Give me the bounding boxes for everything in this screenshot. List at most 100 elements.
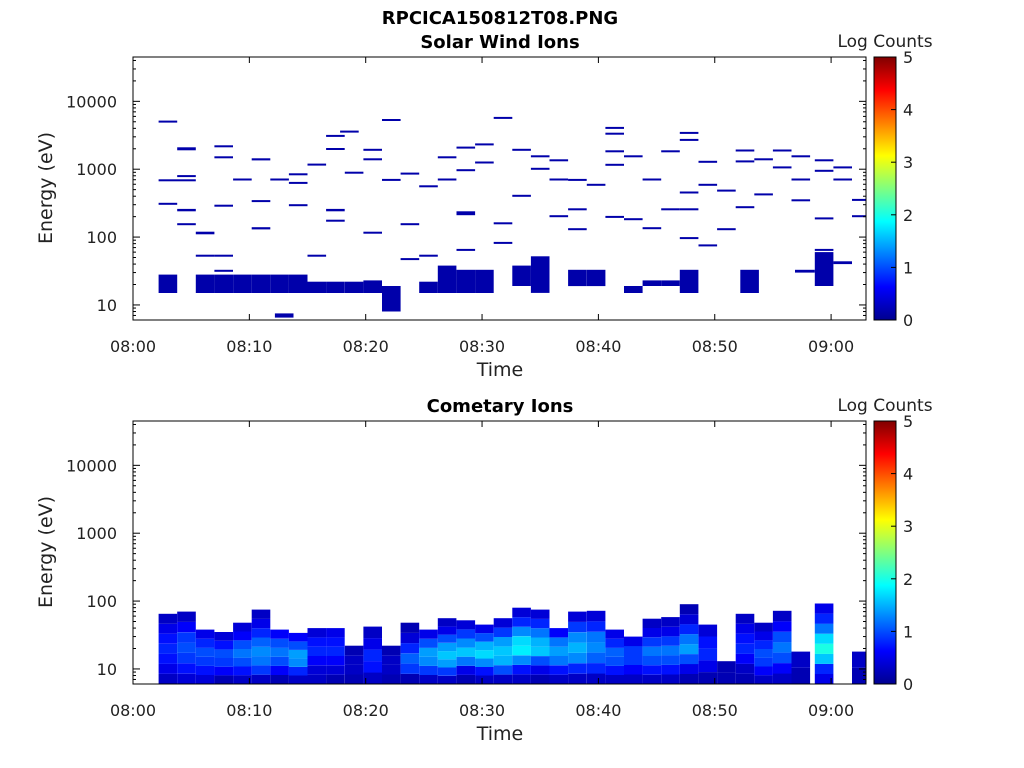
heatmap-cell xyxy=(852,198,866,201)
heatmap-cell xyxy=(493,627,513,637)
heatmap-cell xyxy=(642,637,662,647)
heatmap-cell xyxy=(158,202,178,205)
heatmap-cell xyxy=(814,603,834,614)
heatmap-cell xyxy=(363,231,382,234)
heatmap-cell xyxy=(814,248,834,251)
y-tick-label: 100 xyxy=(86,228,117,247)
heatmap-cell xyxy=(512,645,531,656)
heatmap-cell xyxy=(791,199,811,202)
heatmap-cell xyxy=(530,155,550,158)
heatmap-cell xyxy=(344,171,364,174)
heatmap-cell xyxy=(270,178,289,181)
colorbar-ticks: 0 1 2 3 4 5 xyxy=(891,48,913,330)
heatmap-cell xyxy=(233,622,252,632)
heatmap-cell xyxy=(307,163,327,166)
x-tick-label: 08:50 xyxy=(692,337,738,356)
heatmap-cell xyxy=(586,269,606,287)
x-tick-label: 09:00 xyxy=(808,701,854,720)
heatmap-cell xyxy=(195,274,215,293)
heatmap-cell xyxy=(214,640,233,650)
heatmap-cell xyxy=(251,674,271,684)
heatmap-cell xyxy=(177,223,196,226)
heatmap-cell xyxy=(568,632,587,643)
heatmap-cell xyxy=(158,633,178,644)
heatmap-cell xyxy=(661,645,680,656)
heatmap-cell xyxy=(475,658,494,667)
heatmap-cell xyxy=(382,645,401,656)
heatmap-cell xyxy=(549,637,569,647)
heatmap-cell xyxy=(233,649,252,658)
heatmap-cell xyxy=(177,208,196,212)
axes: 08:00 08:10 08:20 08:30 08:40 08:50 09:00 10 100… xyxy=(66,421,866,720)
heatmap-cell xyxy=(437,265,457,293)
heatmap-cell xyxy=(233,640,252,649)
heatmap-cell xyxy=(679,191,699,194)
heatmap-cell xyxy=(382,119,401,121)
heatmap-cell xyxy=(307,628,327,638)
heatmap-cell xyxy=(852,667,866,684)
heatmap-cell xyxy=(419,638,438,648)
heatmap-cell xyxy=(605,647,624,657)
heatmap-cell xyxy=(307,656,327,666)
heatmap-cell xyxy=(735,160,755,163)
y-tick-label: 10000 xyxy=(66,92,117,111)
heatmap-cell xyxy=(605,163,624,166)
heatmap-cell xyxy=(400,622,420,633)
heatmap-cell xyxy=(437,156,457,159)
heatmap-cell xyxy=(233,666,252,676)
heatmap-cell xyxy=(400,172,420,175)
heatmap-cell xyxy=(717,661,736,673)
heatmap-cell xyxy=(251,609,271,619)
heatmap-cell xyxy=(605,665,624,675)
colorbar xyxy=(873,420,897,685)
heatmap-cell xyxy=(698,183,718,186)
x-tick-label: 08:40 xyxy=(575,337,621,356)
heatmap-cell xyxy=(624,646,643,656)
y-tick-label: 10 xyxy=(97,660,117,679)
heatmap-cell xyxy=(814,217,834,220)
heatmap-cell xyxy=(512,607,531,618)
heatmap-cell xyxy=(754,158,773,161)
heatmap-cell xyxy=(814,633,834,644)
heatmap-cell xyxy=(419,674,438,684)
heatmap-cell xyxy=(419,629,438,639)
heatmap-cell xyxy=(735,206,755,209)
heatmap-cell xyxy=(340,130,359,133)
heatmap-cell xyxy=(735,643,755,654)
heatmap-cell xyxy=(605,674,624,684)
heatmap-cell xyxy=(512,636,531,646)
heatmap-cell xyxy=(270,665,289,675)
heatmap-cell xyxy=(642,628,662,638)
heatmap-cell xyxy=(475,269,494,293)
colorbar-tick-label: 1 xyxy=(903,622,913,641)
heatmap-cell xyxy=(605,150,624,153)
heatmap-cell xyxy=(772,642,792,653)
panel-title: Cometary Ions xyxy=(427,396,574,417)
heatmap-cell xyxy=(270,647,289,657)
colorbar-tick-label: 5 xyxy=(903,48,913,67)
heatmap-cell xyxy=(326,674,345,684)
heatmap-cell xyxy=(307,674,327,684)
heatmap-cell xyxy=(772,631,792,643)
heatmap-cell xyxy=(530,628,550,638)
heatmap-cell xyxy=(307,665,327,675)
heatmap-cell xyxy=(326,646,345,656)
heatmap-cell xyxy=(754,622,773,632)
x-tick-label: 08:40 xyxy=(575,701,621,720)
colorbar-tick-label: 4 xyxy=(903,465,913,484)
heatmap-cell xyxy=(456,620,476,630)
heatmap-cell xyxy=(530,674,550,684)
heatmap-cell xyxy=(661,636,680,646)
heatmap-cell xyxy=(251,656,271,666)
heatmap-cell xyxy=(158,613,178,624)
heatmap-cell xyxy=(679,664,699,674)
heatmap-cell xyxy=(400,643,420,654)
heatmap-cell xyxy=(288,675,308,684)
heatmap-cell xyxy=(679,269,699,293)
heatmap-cell xyxy=(251,628,271,638)
heatmap-cell xyxy=(288,173,308,176)
heatmap-cell xyxy=(549,215,569,218)
heatmap-cell xyxy=(326,656,345,666)
heatmap-cell xyxy=(512,617,531,627)
